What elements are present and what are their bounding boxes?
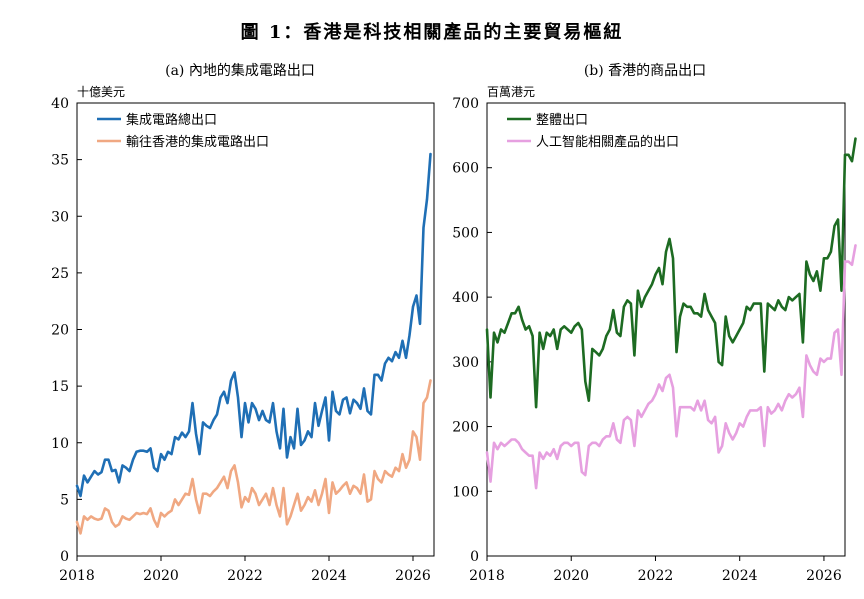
- chart-b-ytick-label: 300: [452, 355, 479, 371]
- chart-b-ytick-label: 200: [452, 420, 479, 436]
- chart-a-ytick-label: 15: [51, 379, 69, 395]
- chart-a-xtick-label: 2018: [59, 568, 95, 584]
- chart-b-xtick-label: 2018: [469, 568, 505, 584]
- chart-a-series-line-1: [75, 152, 432, 498]
- chart-a-legend-label-2: 輸往香港的集成電路出口: [126, 134, 269, 150]
- chart-a-ytick-label: 35: [51, 153, 69, 169]
- chart-a-xtick-label: 2026: [395, 568, 431, 584]
- chart-a-ytick-label: 5: [60, 492, 69, 508]
- chart-b-xtick-label: 2022: [638, 568, 674, 584]
- chart-a-frame: [76, 102, 435, 557]
- chart-b-ytick-label: 500: [452, 225, 479, 241]
- chart-b-ytick-label: 400: [452, 290, 479, 306]
- chart-a-ytick-label: 30: [51, 209, 69, 225]
- chart-a-ytick-label: 10: [51, 436, 69, 452]
- figure-title: 圖 1：香港是科技相關產品的主要貿易樞紐: [240, 22, 624, 43]
- chart-a-ytick-label: 25: [51, 266, 69, 282]
- chart-a-unit-label: 十億美元: [77, 85, 125, 99]
- chart-a-title: (a) 內地的集成電路出口: [165, 62, 315, 79]
- chart-b-series-line-1: [485, 137, 857, 409]
- chart-a-ytick-label: 20: [51, 323, 69, 339]
- chart-b-xtick-label: 2020: [553, 568, 589, 584]
- chart-b-legend-label-2: 人工智能相關產品的出口: [536, 134, 679, 150]
- chart-a-legend-label-1: 集成電路總出口: [126, 112, 217, 128]
- chart-b-ytick-label: 700: [452, 96, 479, 112]
- chart-b-xtick-label: 2026: [806, 568, 842, 584]
- chart-b-xtick-label: 2024: [722, 568, 758, 584]
- chart-b-title: (b) 香港的商品出口: [584, 63, 706, 79]
- chart-a-xtick-label: 2020: [143, 568, 179, 584]
- chart-a-ytick-label: 40: [51, 96, 69, 112]
- chart-b-frame: [486, 102, 846, 557]
- chart-a-xtick-label: 2022: [227, 568, 263, 584]
- chart-b-unit-label: 百萬港元: [487, 85, 535, 99]
- chart-b-legend-label-1: 整體出口: [536, 113, 588, 128]
- chart-b-ytick-label: 100: [452, 484, 479, 500]
- chart-b-ytick-label: 600: [452, 161, 479, 177]
- chart-b-series-line-2: [485, 244, 857, 490]
- chart-a-ytick-label: 0: [60, 549, 69, 565]
- chart-a-xtick-label: 2024: [311, 568, 347, 584]
- chart-b-ytick-label: 0: [470, 549, 479, 565]
- chart-a-series-line-2: [75, 379, 432, 535]
